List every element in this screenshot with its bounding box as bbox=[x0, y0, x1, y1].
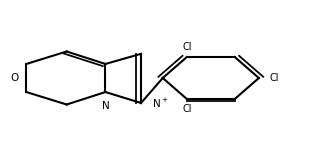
Text: O: O bbox=[10, 73, 19, 83]
Text: Cl: Cl bbox=[270, 73, 279, 83]
Text: Cl: Cl bbox=[182, 42, 192, 52]
Text: N: N bbox=[102, 101, 109, 111]
Text: N$^+$: N$^+$ bbox=[152, 96, 169, 110]
Text: Cl: Cl bbox=[182, 104, 192, 114]
